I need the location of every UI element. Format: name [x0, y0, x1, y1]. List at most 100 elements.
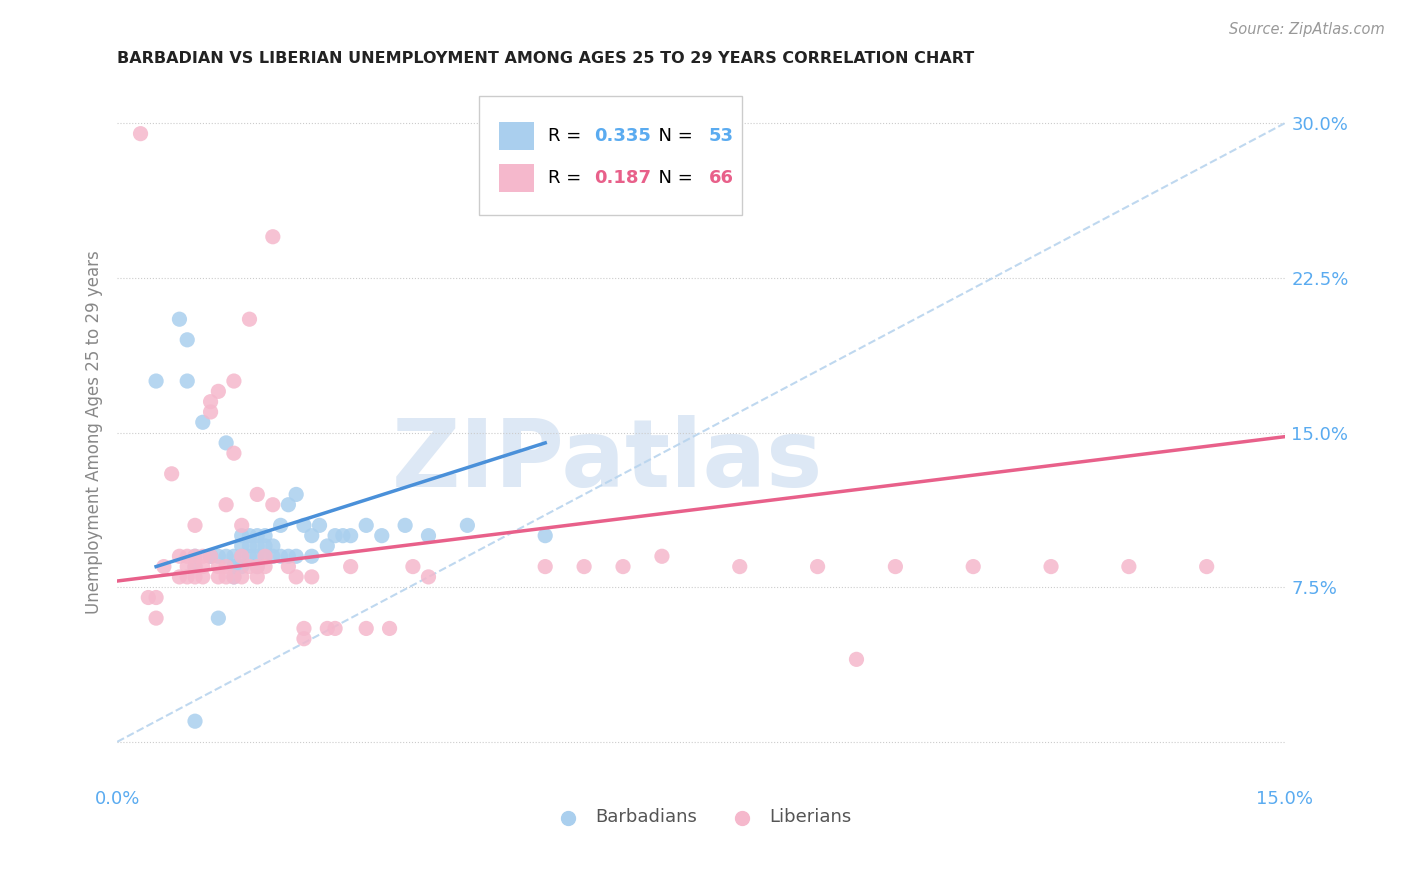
Point — [160, 467, 183, 481]
Point — [215, 436, 238, 450]
Point — [145, 374, 167, 388]
Point — [200, 405, 222, 419]
Point — [292, 622, 315, 636]
Point — [371, 529, 394, 543]
Point — [277, 549, 299, 564]
Point — [285, 570, 308, 584]
Point — [200, 549, 222, 564]
Point — [262, 229, 284, 244]
Point — [262, 539, 284, 553]
Text: 0.335: 0.335 — [595, 127, 651, 145]
Point — [231, 559, 253, 574]
Text: 0.187: 0.187 — [595, 169, 651, 187]
Point — [402, 559, 425, 574]
Point — [534, 559, 557, 574]
Point — [254, 549, 277, 564]
Text: R =: R = — [548, 169, 593, 187]
Point — [207, 611, 229, 625]
Text: BARBADIAN VS LIBERIAN UNEMPLOYMENT AMONG AGES 25 TO 29 YEARS CORRELATION CHART: BARBADIAN VS LIBERIAN UNEMPLOYMENT AMONG… — [117, 51, 974, 66]
Point — [323, 529, 346, 543]
Point — [184, 518, 207, 533]
FancyBboxPatch shape — [499, 164, 534, 192]
Point — [207, 549, 229, 564]
Point — [207, 559, 229, 574]
Point — [277, 559, 299, 574]
Point — [231, 549, 253, 564]
Point — [200, 394, 222, 409]
Text: 66: 66 — [709, 169, 734, 187]
Point — [222, 559, 245, 574]
Text: ZIPatlas: ZIPatlas — [392, 415, 823, 507]
Point — [316, 539, 339, 553]
Point — [184, 549, 207, 564]
Point — [316, 622, 339, 636]
Point — [238, 549, 260, 564]
Point — [215, 559, 238, 574]
Point — [884, 559, 907, 574]
Point — [378, 622, 401, 636]
Point — [191, 549, 214, 564]
Point — [651, 549, 673, 564]
Point — [806, 559, 828, 574]
Point — [418, 570, 440, 584]
Y-axis label: Unemployment Among Ages 25 to 29 years: Unemployment Among Ages 25 to 29 years — [86, 251, 103, 615]
Point — [136, 591, 159, 605]
Point — [845, 652, 868, 666]
Point — [200, 549, 222, 564]
Point — [354, 622, 377, 636]
Point — [176, 374, 198, 388]
Point — [145, 611, 167, 625]
Text: Source: ZipAtlas.com: Source: ZipAtlas.com — [1229, 22, 1385, 37]
Point — [534, 529, 557, 543]
Point — [184, 559, 207, 574]
Point — [418, 529, 440, 543]
Point — [222, 570, 245, 584]
Point — [270, 518, 292, 533]
Point — [246, 559, 269, 574]
Point — [238, 312, 260, 326]
Point — [246, 570, 269, 584]
Point — [176, 549, 198, 564]
Point — [285, 487, 308, 501]
FancyBboxPatch shape — [499, 122, 534, 150]
Point — [1195, 559, 1218, 574]
Point — [292, 632, 315, 646]
Point — [339, 529, 361, 543]
Point — [184, 559, 207, 574]
FancyBboxPatch shape — [479, 96, 742, 215]
Point — [332, 529, 354, 543]
Point — [215, 549, 238, 564]
Point — [301, 529, 323, 543]
Point — [184, 570, 207, 584]
Point — [270, 549, 292, 564]
Point — [200, 549, 222, 564]
Point — [176, 570, 198, 584]
Point — [176, 333, 198, 347]
Legend: Barbadians, Liberians: Barbadians, Liberians — [543, 801, 859, 834]
Point — [176, 559, 198, 574]
Point — [169, 570, 191, 584]
Point — [231, 539, 253, 553]
Point — [207, 570, 229, 584]
Point — [394, 518, 416, 533]
Point — [301, 549, 323, 564]
Point — [254, 539, 277, 553]
Text: 53: 53 — [709, 127, 734, 145]
Point — [728, 559, 751, 574]
Point — [222, 374, 245, 388]
Point — [456, 518, 478, 533]
Point — [246, 549, 269, 564]
Point — [231, 570, 253, 584]
Point — [238, 539, 260, 553]
Point — [572, 559, 595, 574]
Point — [285, 549, 308, 564]
Point — [246, 539, 269, 553]
Point — [238, 529, 260, 543]
Point — [612, 559, 634, 574]
Text: N =: N = — [647, 169, 699, 187]
Point — [254, 529, 277, 543]
Point — [231, 549, 253, 564]
Point — [323, 622, 346, 636]
Point — [254, 559, 277, 574]
Point — [246, 559, 269, 574]
